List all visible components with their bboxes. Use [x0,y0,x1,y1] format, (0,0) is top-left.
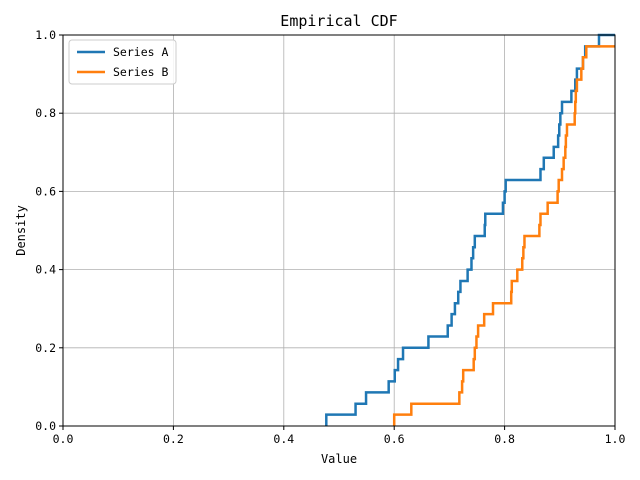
x-tick-label: 0.6 [384,432,405,446]
series-layer [325,33,615,426]
y-tick-label: 0.0 [35,419,56,433]
y-axis-label: Density [14,205,28,256]
legend: Series A Series B [68,39,177,85]
axes-frame [62,34,616,427]
x-tick-label: 0.2 [163,432,184,446]
x-tick-label: 0.4 [273,432,294,446]
chart-title: Empirical CDF [280,12,397,30]
x-tick-label: 1.0 [605,432,626,446]
series-line-series-a [325,33,615,426]
x-tick-label: 0.0 [53,432,74,446]
x-tick-label: 0.8 [494,432,515,446]
x-axis-label: Value [321,452,357,466]
y-tick-label: 0.8 [35,106,56,120]
y-tick-label: 0.2 [35,341,56,355]
y-tick-label: 0.6 [35,184,56,198]
legend-label-series-a: Series A [113,45,168,59]
x-axis-ticks: 0.0 0.2 0.4 0.6 0.8 1.0 [53,426,626,446]
series-line-series-b [392,45,615,426]
legend-label-series-b: Series B [113,65,168,79]
y-tick-label: 0.4 [35,263,56,277]
grid-lines [62,34,616,427]
y-tick-label: 1.0 [35,28,56,42]
y-axis-ticks: 0.0 0.2 0.4 0.6 0.8 1.0 [35,28,63,433]
